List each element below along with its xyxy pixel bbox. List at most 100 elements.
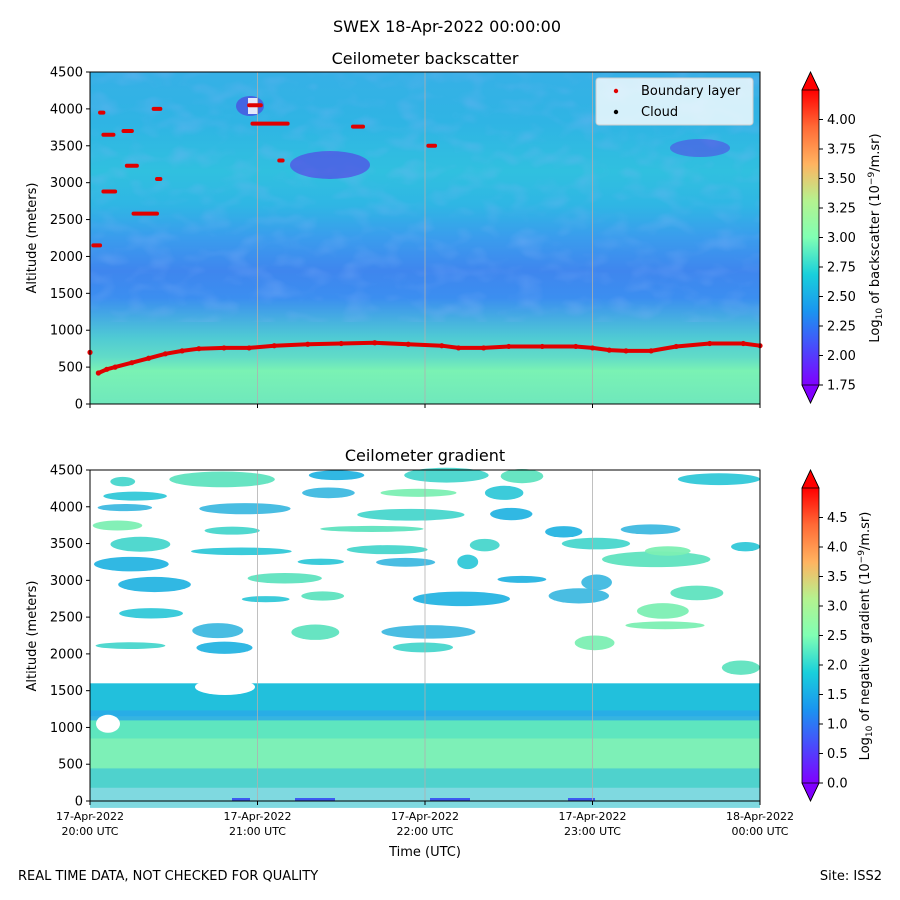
boundary-layer-point — [623, 348, 629, 354]
gradient-ylabel: Altitude (meters) — [25, 581, 40, 692]
y-tick-label: 3000 — [50, 176, 83, 191]
gradient-cell — [568, 798, 595, 801]
cb2-label-prefix: Log — [858, 737, 873, 760]
gradient-cell — [670, 585, 724, 601]
x-tick-date: 18-Apr-2022 — [726, 810, 794, 823]
boundary-layer-point — [372, 340, 378, 346]
gradient-gap — [96, 714, 120, 733]
backscatter-colorbar-ticks: 1.75 2.00 2.25 2.50 2.75 3.00 3.25 3.50 3.75 4.00 — [819, 113, 856, 394]
x-tick-time: 21:00 UTC — [229, 825, 286, 838]
boundary-layer-point — [740, 340, 746, 347]
colorbar-tick-label: 2.75 — [827, 261, 856, 276]
gradient-cell — [721, 660, 761, 675]
boundary-layer-point — [162, 351, 168, 357]
gradient-cell — [320, 525, 424, 532]
y-tick-label: 4000 — [50, 500, 83, 515]
cb2-label-sup: −9 — [857, 550, 867, 564]
gradient-cell — [191, 547, 292, 556]
gradient-cell — [95, 642, 166, 650]
gradient-cell — [110, 476, 136, 487]
gradient-cell — [644, 546, 691, 556]
cb2-label-suffix: /m.sr) — [858, 512, 873, 550]
gradient-cell — [380, 488, 457, 497]
backscatter-ylabel: Altitude (meters) — [25, 183, 40, 294]
backscatter-colorbar-label: Log10 of backscatter (10−9/m.sr) — [867, 133, 885, 342]
colorbar-tick-label: 0.0 — [827, 777, 848, 792]
gradient-gap — [195, 678, 255, 695]
colorbar-tick-label: 1.75 — [827, 379, 856, 394]
boundary-layer-point — [129, 360, 135, 366]
gradient-cell — [118, 576, 191, 593]
colorbar-tick-label: 2.5 — [827, 629, 848, 644]
gradient-cell — [469, 538, 500, 552]
boundary-layer-point — [673, 343, 679, 350]
x-tick-time: 23:00 UTC — [564, 825, 621, 838]
boundary-layer-point — [573, 343, 579, 350]
boundary-layer-point — [455, 345, 462, 351]
colorbar-tick-label: 2.0 — [827, 659, 848, 674]
boundary-layer-point — [146, 355, 152, 361]
boundary-layer-point — [707, 340, 713, 347]
boundary-layer-point — [179, 348, 185, 354]
y-tick-label: 2500 — [50, 213, 83, 228]
x-tick-date: 17-Apr-2022 — [558, 810, 626, 823]
y-tick-label: 3500 — [50, 537, 83, 552]
colorbar-tick-label: 4.00 — [827, 113, 856, 128]
colorbar-tick-label: 4.0 — [827, 541, 848, 556]
x-tick-time: 20:00 UTC — [61, 825, 118, 838]
gradient-xlabel: Time (UTC) — [388, 845, 461, 860]
boundary-layer-aloft-detections — [91, 103, 438, 248]
colorbar-tick-label: 3.5 — [827, 570, 848, 585]
x-tick-date: 17-Apr-2022 — [391, 810, 459, 823]
boundary-layer-point — [589, 345, 596, 351]
y-tick-label: 2500 — [50, 611, 83, 626]
footer-site: Site: ISS2 — [819, 869, 882, 884]
colorbar-tick-label: 3.25 — [827, 202, 856, 217]
backscatter-panel: Ceilometer backscatter 0 500 1000 1500 2000 2… — [25, 49, 885, 413]
gradient-cell — [574, 635, 615, 651]
gradient-cell — [500, 469, 544, 484]
boundary-layer-point — [506, 343, 512, 350]
colorbar-tick-label: 1.0 — [827, 718, 848, 733]
gradient-cell — [430, 798, 470, 801]
backscatter-colorbar-max-arrow — [801, 71, 820, 91]
y-tick-label: 4500 — [50, 464, 83, 479]
gradient-cell — [103, 491, 167, 501]
colorbar-tick-label: 3.75 — [827, 143, 856, 158]
x-tick-time: 22:00 UTC — [396, 825, 453, 838]
gradient-cell — [92, 520, 143, 531]
gradient-colorbar: 0.0 0.5 1.0 1.5 2.0 2.5 3.0 3.5 4.0 4.5 Log10 of … — [801, 469, 875, 802]
gradient-cell — [302, 487, 355, 499]
y-tick-label: 4500 — [50, 66, 83, 81]
gradient-cell — [295, 798, 335, 801]
y-tick-label: 1000 — [50, 324, 83, 339]
colorbar-tick-label: 2.25 — [827, 320, 856, 335]
backscatter-colorbar: 1.75 2.00 2.25 2.50 2.75 3.00 3.25 3.50 3.75 4.00… — [801, 71, 885, 404]
gradient-cell — [457, 554, 479, 570]
gradient-colorbar-body — [802, 488, 819, 783]
backscatter-x-axis — [89, 404, 761, 408]
gradient-cell — [625, 621, 705, 630]
gradient-cell — [484, 485, 524, 500]
boundary-layer-point — [606, 347, 612, 353]
boundary-layer-point — [95, 370, 101, 376]
gradient-colorbar-label: Log10 of negative gradient (10−9/m.sr) — [857, 512, 875, 761]
gradient-cell — [247, 573, 322, 584]
cb2-label-mid: of negative gradient (10 — [858, 563, 873, 725]
colorbar-tick-label: 3.50 — [827, 172, 856, 187]
gradient-cell — [169, 471, 275, 488]
boundary-layer-point — [305, 341, 311, 347]
gradient-cell — [545, 526, 583, 538]
boundary-layer-point — [221, 345, 227, 351]
y-tick-label: 1000 — [50, 721, 83, 736]
gradient-cell — [301, 591, 345, 601]
y-tick-label: 1500 — [50, 684, 83, 699]
gradient-cell — [308, 470, 365, 481]
boundary-layer-point — [481, 345, 487, 351]
gradient-panel: Ceilometer gradient 0 500 1000 1500 2000 2500… — [25, 446, 875, 860]
gradient-cell — [636, 603, 689, 619]
colorbar-tick-label: 2.00 — [827, 349, 856, 364]
colorbar-tick-label: 3.00 — [827, 231, 856, 246]
gradient-cell — [412, 591, 510, 607]
